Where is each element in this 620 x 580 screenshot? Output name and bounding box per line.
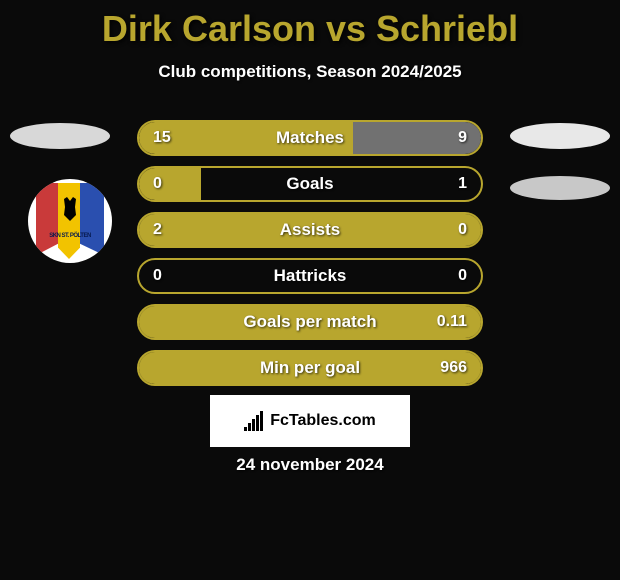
wolf-icon <box>62 197 78 221</box>
stat-label: Goals per match <box>139 312 481 332</box>
stat-value-right: 0 <box>458 267 467 285</box>
stat-value-right: 1 <box>458 175 467 193</box>
stat-label: Matches <box>139 128 481 148</box>
comparison-date: 24 november 2024 <box>0 455 620 475</box>
stat-value-right: 9 <box>458 129 467 147</box>
stat-value-right: 966 <box>440 359 467 377</box>
player1-badge-placeholder <box>10 123 110 149</box>
stat-bar-row: Min per goal966 <box>137 350 483 386</box>
stat-bar-row: 2Assists0 <box>137 212 483 248</box>
comparison-subtitle: Club competitions, Season 2024/2025 <box>0 62 620 82</box>
stat-bar-row: 0Hattricks0 <box>137 258 483 294</box>
comparison-title: Dirk Carlson vs Schriebl <box>0 0 620 50</box>
stat-bar-row: 0Goals1 <box>137 166 483 202</box>
fctables-logo-icon <box>244 411 266 431</box>
stat-label: Hattricks <box>139 266 481 286</box>
footer-brand-text: FcTables.com <box>270 412 376 430</box>
stat-label: Min per goal <box>139 358 481 378</box>
stat-value-right: 0 <box>458 221 467 239</box>
stats-bars-container: 15Matches90Goals12Assists00Hattricks0Goa… <box>137 120 483 396</box>
player2-badge-placeholder <box>510 123 610 149</box>
club-badge-text: SKN ST. PÖLTEN <box>36 233 104 239</box>
player2-club-badge-placeholder <box>510 176 610 200</box>
player1-club-badge: SKN ST. PÖLTEN <box>28 179 112 263</box>
footer-brand-box: FcTables.com <box>210 395 410 447</box>
stat-label: Goals <box>139 174 481 194</box>
stat-label: Assists <box>139 220 481 240</box>
stat-value-right: 0.11 <box>437 313 467 331</box>
stat-bar-row: Goals per match0.11 <box>137 304 483 340</box>
stat-bar-row: 15Matches9 <box>137 120 483 156</box>
